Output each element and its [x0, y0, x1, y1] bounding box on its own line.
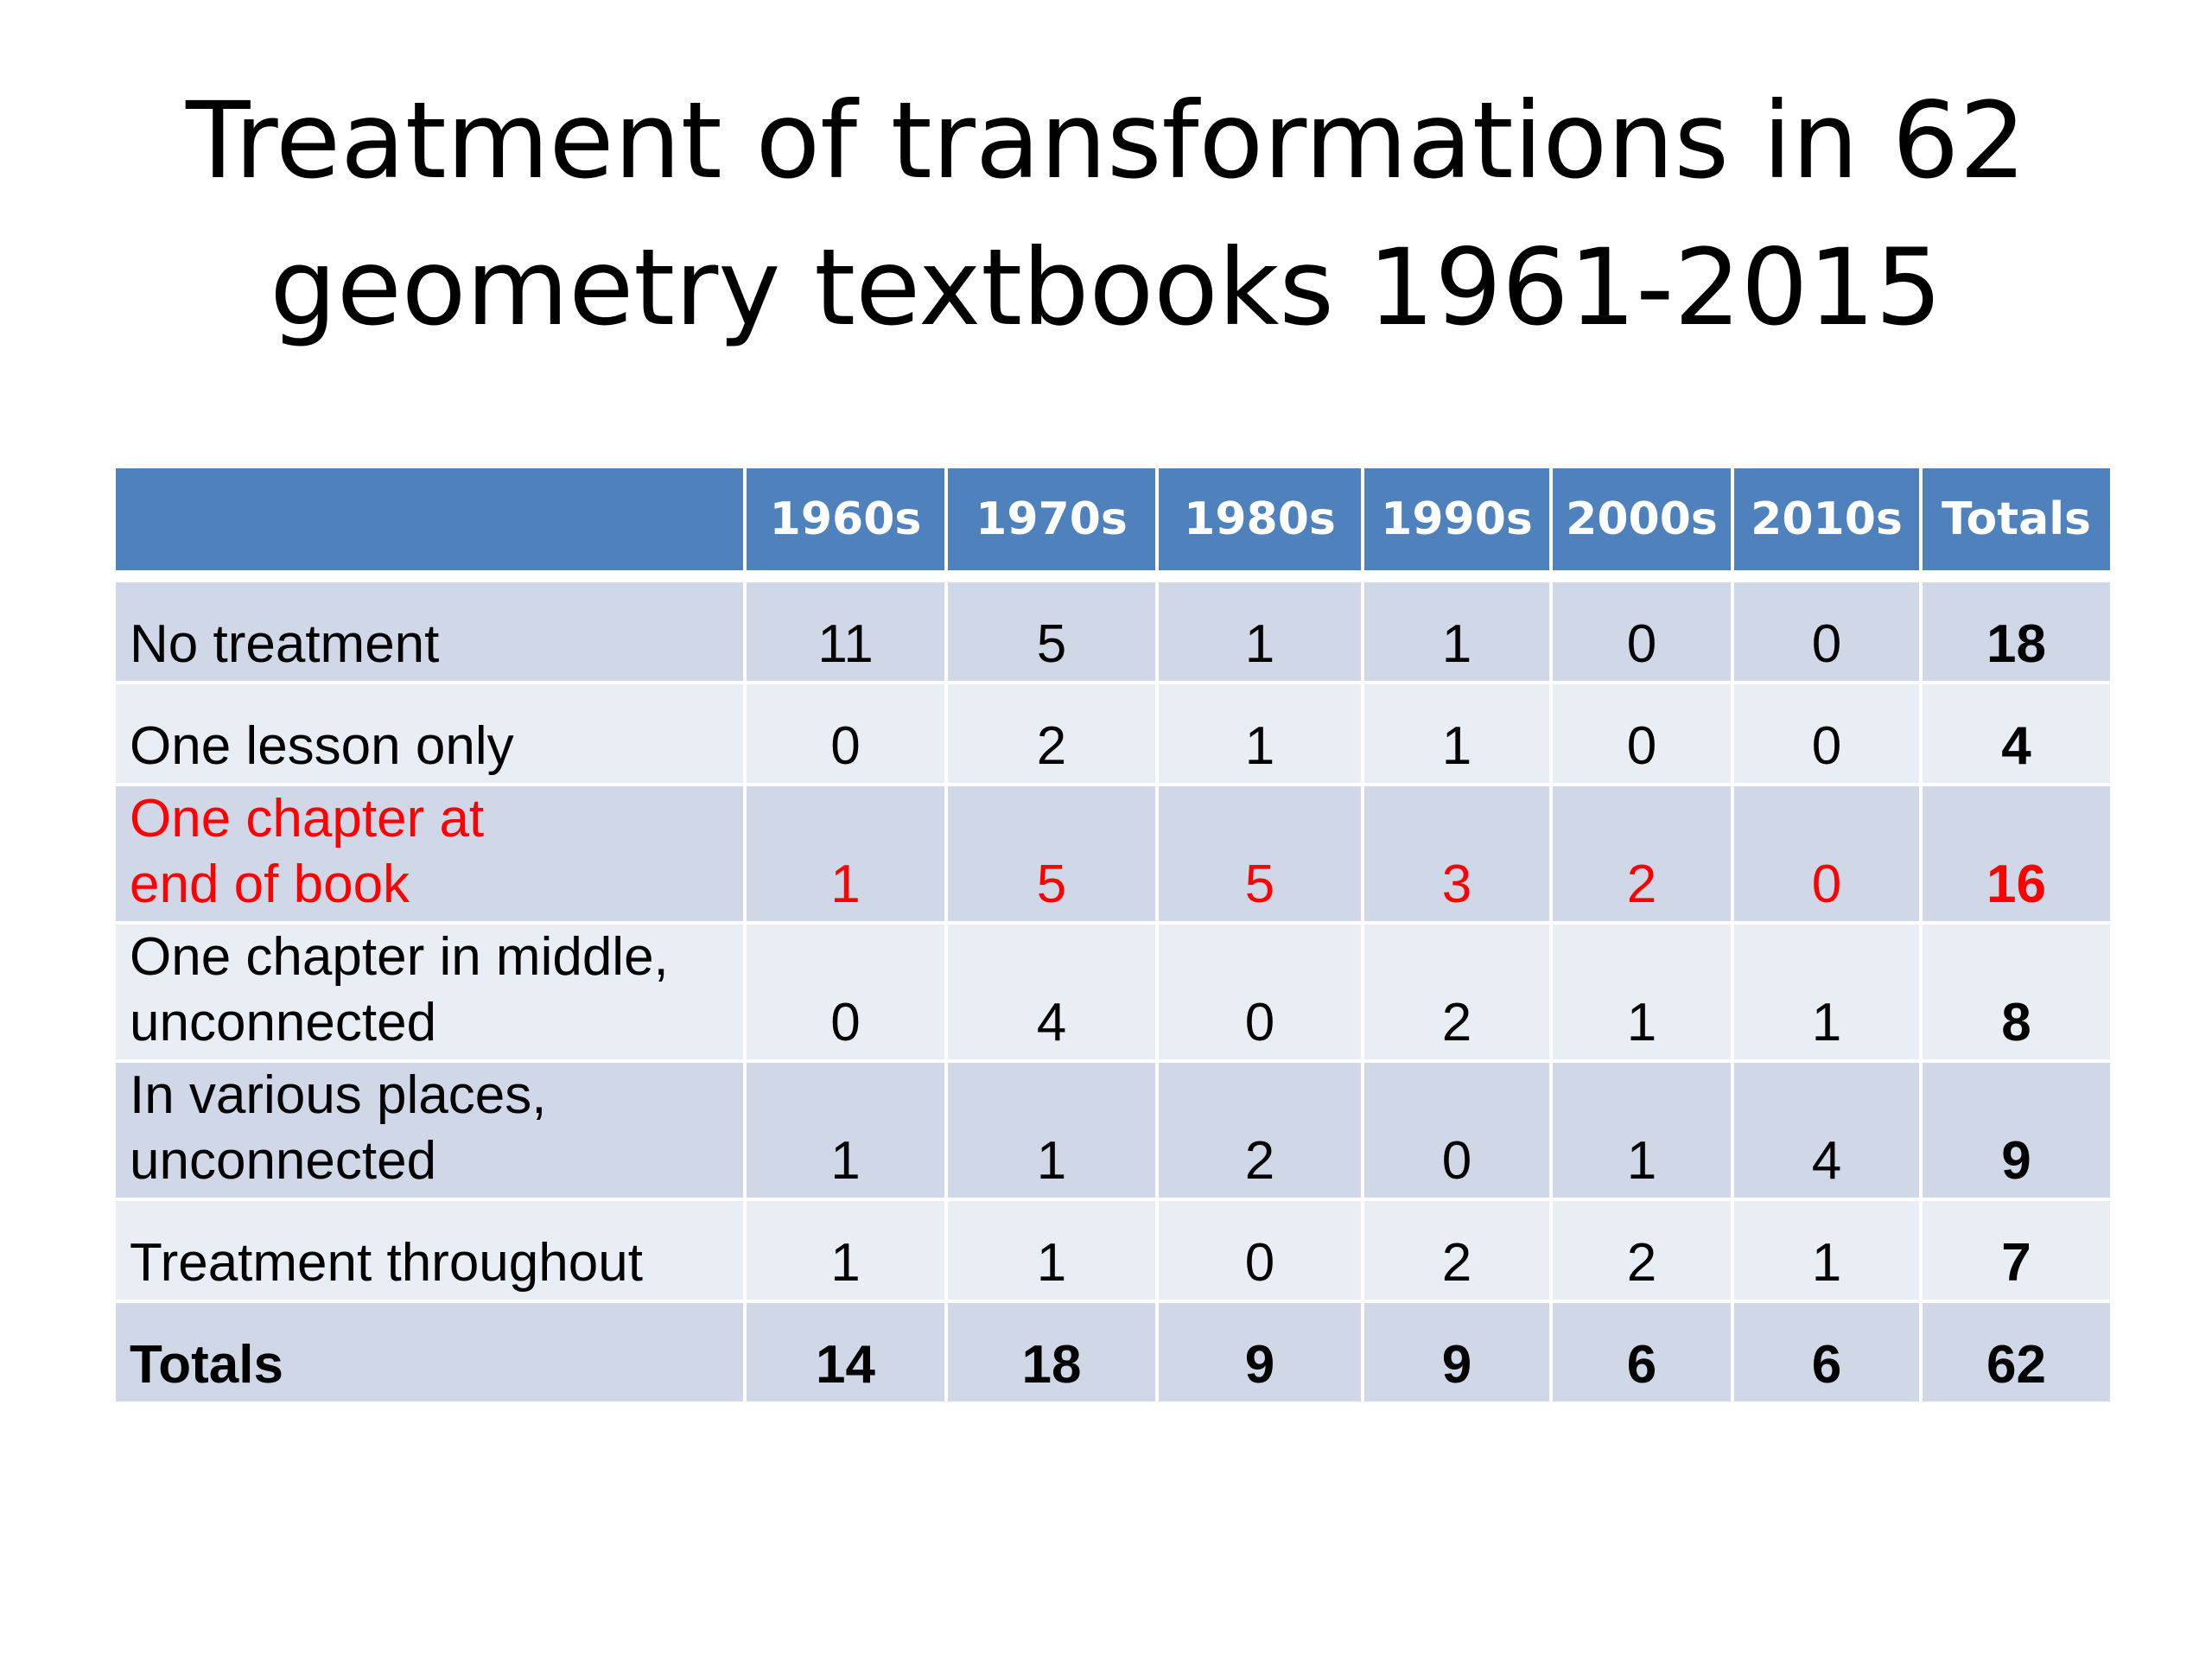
- cell-2010s: 0: [1734, 786, 1919, 921]
- row-label-line-1: Treatment throughout: [130, 1233, 643, 1293]
- cell-1960s: 11: [747, 582, 944, 681]
- row-label-line-1: One lesson only: [130, 716, 514, 776]
- cell-1990s: 3: [1364, 786, 1549, 921]
- row-label-line-1: One chapter at: [130, 789, 485, 849]
- table-row: No treatment 11 5 1 1 0 0 18: [116, 582, 2110, 681]
- table-row: One lesson only 0 2 1 1 0 0 4: [116, 684, 2110, 783]
- row-label: Treatment throughout: [116, 1201, 743, 1300]
- cell-2010s: 6: [1734, 1303, 1919, 1402]
- cell-1960s: 1: [747, 1201, 944, 1300]
- row-label: Totals: [116, 1303, 743, 1402]
- header-totals: Totals: [1923, 468, 2110, 570]
- title-line-2: geometry textbooks 1961-2015: [270, 226, 1942, 349]
- cell-1970s: 18: [948, 1303, 1155, 1402]
- cell-1990s: 1: [1364, 582, 1549, 681]
- cell-2000s: 0: [1553, 684, 1731, 783]
- cell-2010s: 0: [1734, 684, 1919, 783]
- row-label-line-1: One chapter in middle,: [130, 927, 669, 987]
- cell-1970s: 5: [948, 582, 1155, 681]
- cell-1980s: 0: [1159, 1201, 1361, 1300]
- cell-2000s: 6: [1553, 1303, 1731, 1402]
- cell-1960s: 1: [747, 1063, 944, 1198]
- header-row: 1960s 1970s 1980s 1990s 2000s 2010s Tota…: [116, 468, 2110, 570]
- title-line-1: Treatment of transformations in 62: [185, 79, 2027, 202]
- row-label: No treatment: [116, 582, 743, 681]
- row-label: In various places, unconnected: [116, 1063, 743, 1198]
- cell-2000s: 1: [1553, 925, 1731, 1059]
- cell-1970s: 1: [948, 1063, 1155, 1198]
- row-label-line-2: unconnected: [130, 993, 437, 1052]
- header-2010s: 2010s: [1734, 468, 1919, 570]
- cell-1960s: 0: [747, 925, 944, 1059]
- data-table: 1960s 1970s 1980s 1990s 2000s 2010s Tota…: [112, 465, 2113, 1405]
- cell-2000s: 1: [1553, 1063, 1731, 1198]
- table-row: Treatment throughout 1 1 0 2 2 1 7: [116, 1201, 2110, 1300]
- header-gap: [116, 574, 2110, 579]
- row-label-line-2: unconnected: [130, 1131, 437, 1191]
- row-label: One lesson only: [116, 684, 743, 783]
- cell-1990s: 2: [1364, 1201, 1549, 1300]
- row-label-line-2: end of book: [130, 855, 410, 914]
- cell-1990s: 0: [1364, 1063, 1549, 1198]
- cell-1990s: 9: [1364, 1303, 1549, 1402]
- cell-1980s: 2: [1159, 1063, 1361, 1198]
- header-2000s: 2000s: [1553, 468, 1731, 570]
- cell-1980s: 5: [1159, 786, 1361, 921]
- row-label-line-1: In various places,: [130, 1065, 547, 1125]
- cell-total: 16: [1923, 786, 2110, 921]
- cell-2010s: 4: [1734, 1063, 1919, 1198]
- cell-1980s: 1: [1159, 684, 1361, 783]
- cell-1970s: 5: [948, 786, 1155, 921]
- header-1960s: 1960s: [747, 468, 944, 570]
- table-row: In various places, unconnected 1 1 2 0 1 …: [116, 1063, 2110, 1198]
- cell-total: 9: [1923, 1063, 2110, 1198]
- cell-1980s: 9: [1159, 1303, 1361, 1402]
- cell-total: 4: [1923, 684, 2110, 783]
- row-label-line-1: No treatment: [130, 614, 440, 674]
- cell-1990s: 2: [1364, 925, 1549, 1059]
- cell-2010s: 0: [1734, 582, 1919, 681]
- cell-2000s: 0: [1553, 582, 1731, 681]
- totals-row: Totals 14 18 9 9 6 6 62: [116, 1303, 2110, 1402]
- cell-1980s: 0: [1159, 925, 1361, 1059]
- header-1990s: 1990s: [1364, 468, 1549, 570]
- cell-1960s: 1: [747, 786, 944, 921]
- header-1980s: 1980s: [1159, 468, 1361, 570]
- cell-1980s: 1: [1159, 582, 1361, 681]
- slide-title: Treatment of transformations in 62 geome…: [138, 67, 2074, 361]
- row-label: One chapter in middle, unconnected: [116, 925, 743, 1059]
- cell-1960s: 0: [747, 684, 944, 783]
- cell-1970s: 1: [948, 1201, 1155, 1300]
- cell-2000s: 2: [1553, 786, 1731, 921]
- table-row-highlighted: One chapter at end of book 1 5 5 3 2 0 16: [116, 786, 2110, 921]
- row-label: One chapter at end of book: [116, 786, 743, 921]
- cell-1990s: 1: [1364, 684, 1549, 783]
- cell-total: 62: [1923, 1303, 2110, 1402]
- cell-2010s: 1: [1734, 1201, 1919, 1300]
- table-row: One chapter in middle, unconnected 0 4 0 …: [116, 925, 2110, 1059]
- cell-2000s: 2: [1553, 1201, 1731, 1300]
- cell-1970s: 2: [948, 684, 1155, 783]
- cell-1970s: 4: [948, 925, 1155, 1059]
- cell-2010s: 1: [1734, 925, 1919, 1059]
- cell-total: 8: [1923, 925, 2110, 1059]
- row-label-line-1: Totals: [130, 1335, 283, 1395]
- cell-total: 18: [1923, 582, 2110, 681]
- cell-1960s: 14: [747, 1303, 944, 1402]
- header-1970s: 1970s: [948, 468, 1155, 570]
- cell-total: 7: [1923, 1201, 2110, 1300]
- header-blank: [116, 468, 743, 570]
